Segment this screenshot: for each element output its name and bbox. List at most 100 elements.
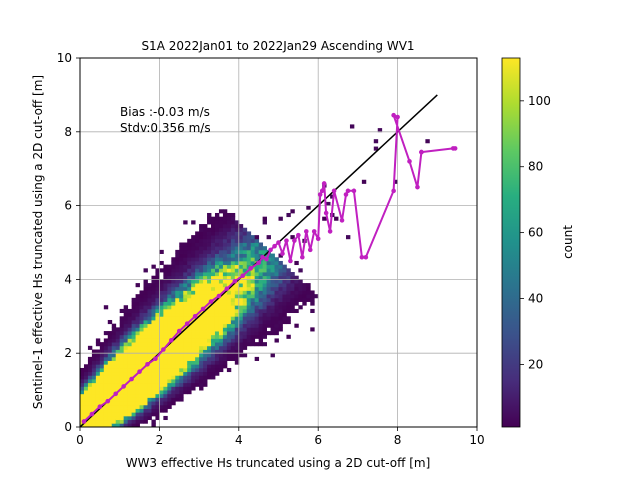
heatmap-cell [218, 305, 224, 310]
heatmap-cell [95, 419, 101, 424]
heatmap-cell [115, 327, 121, 332]
heatmap-cell [191, 342, 196, 347]
heatmap-cell [230, 227, 236, 232]
heatmap-cell [238, 283, 244, 288]
heatmap-cell [195, 367, 200, 373]
heatmap-cell [123, 312, 129, 317]
heatmap-cell [139, 294, 144, 299]
heatmap-cell [171, 272, 176, 277]
heatmap-cell [151, 360, 156, 365]
heatmap-cell [278, 327, 283, 332]
heatmap-cell [187, 290, 192, 295]
heatmap-cell [226, 227, 232, 232]
heatmap-cell [199, 246, 204, 251]
heatmap-cell [99, 364, 105, 369]
heatmap-cell [195, 246, 200, 251]
heatmap-cell [211, 242, 216, 247]
heatmap-cell [163, 367, 168, 373]
heatmap-cell [207, 249, 212, 254]
heatmap-cell [171, 283, 176, 288]
heatmap-cell [111, 331, 117, 336]
heatmap-cell [187, 246, 192, 251]
x-tick-label: 0 [76, 433, 84, 447]
heatmap-cell [115, 353, 121, 358]
heatmap-cell [222, 301, 228, 306]
heatmap-cell [119, 345, 125, 350]
heatmap-cell [155, 360, 160, 365]
heatmap-cell [238, 334, 244, 339]
heatmap-cell [211, 364, 216, 369]
heatmap-cell [179, 356, 184, 361]
x-tick-label: 2 [156, 433, 164, 447]
heatmap-cell [203, 268, 208, 273]
heatmap-cell [111, 338, 117, 343]
heatmap-cell [191, 275, 196, 280]
heatmap-cell [143, 386, 148, 391]
heatmap-cell [139, 305, 144, 310]
heatmap-cell [246, 257, 252, 262]
heatmap-cell [230, 338, 236, 343]
heatmap-cell [127, 412, 133, 417]
heatmap-cell [278, 308, 283, 314]
heatmap-cell [151, 283, 156, 288]
heatmap-cell [226, 220, 232, 225]
heatmap-cell [199, 382, 204, 387]
colorbar-tick-label: 60 [528, 226, 543, 240]
heatmap-cell [87, 356, 93, 361]
heatmap-cell [131, 316, 136, 321]
heatmap-cell [211, 216, 216, 221]
heatmap-cell [203, 257, 208, 262]
heatmap-cell [187, 297, 192, 302]
heatmap-cell [107, 408, 113, 413]
heatmap-cell [246, 246, 252, 251]
heatmap-cell [258, 327, 264, 332]
heatmap-cell [258, 242, 264, 247]
heatmap-cell [139, 312, 144, 317]
heatmap-cell [115, 423, 121, 427]
heatmap-cell [139, 334, 144, 339]
heatmap-cell [167, 264, 172, 269]
heatmap-cell [103, 390, 109, 395]
heatmap-cell [95, 415, 101, 421]
mean-curve-point [184, 321, 190, 326]
heatmap-cell [155, 286, 160, 291]
heatmap-cell [242, 323, 248, 328]
heatmap-cell [123, 327, 129, 332]
mean-curve-point [276, 240, 281, 245]
heatmap-cell [203, 345, 208, 350]
heatmap-cell [226, 275, 232, 280]
heatmap-cell [191, 323, 196, 328]
heatmap-cell [203, 342, 208, 347]
heatmap-cell [135, 316, 140, 321]
heatmap-cell [226, 272, 232, 277]
heatmap-cell [179, 316, 184, 321]
heatmap-cell [187, 253, 192, 258]
heatmap-cell [147, 364, 152, 369]
heatmap-cell [175, 312, 180, 317]
heatmap-cell [107, 331, 113, 336]
heatmap-cell [175, 360, 180, 365]
heatmap-cell [135, 353, 140, 358]
heatmap-cell [135, 412, 140, 417]
y-tick-label: 10 [57, 51, 72, 65]
heatmap-cell [183, 279, 188, 284]
heatmap-cell [266, 283, 271, 288]
heatmap-cell [250, 257, 256, 262]
heatmap-cell [155, 386, 160, 391]
heatmap-cell [195, 360, 200, 365]
heatmap-cell [274, 294, 279, 299]
heatmap-cell [163, 301, 168, 306]
heatmap-cell [127, 349, 133, 354]
heatmap-cell [195, 379, 200, 384]
heatmap-cell [274, 290, 279, 295]
heatmap-cell [230, 349, 236, 354]
heatmap-cell [218, 235, 224, 240]
heatmap-cell [230, 334, 236, 339]
heatmap-cell [199, 305, 204, 310]
heatmap-cell [326, 201, 331, 206]
heatmap-cell [246, 297, 252, 302]
heatmap-cell [282, 305, 287, 310]
heatmap-cell [250, 294, 256, 299]
heatmap-cell [238, 305, 244, 310]
heatmap-cell [214, 286, 220, 291]
